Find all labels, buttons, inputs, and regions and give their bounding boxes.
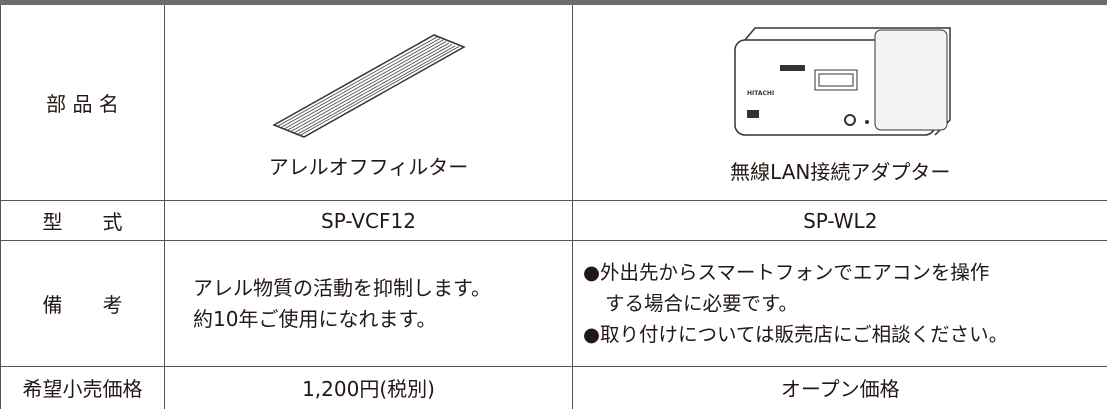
note-line: する場合に必要です。 <box>605 292 799 315</box>
note-line: ●外出先からスマートフォンでエアコンを操作 <box>583 261 990 284</box>
notes: アレル物質の活動を抑制します。 約10年ご使用になれます。 <box>164 240 573 367</box>
model: SP-VCF12 <box>164 200 573 241</box>
note-line: 約10年ご使用になれます。 <box>193 306 437 331</box>
row-header: 型 式 <box>0 200 165 241</box>
cell: HITACHI 無線LAN接続アダプター <box>572 2 1107 201</box>
price: オープン価格 <box>572 366 1107 409</box>
note-line: アレル物質の活動を抑制します。 <box>193 275 491 300</box>
adapter-image: HITACHI <box>734 27 951 136</box>
row-header: 希望小売価格 <box>0 366 165 409</box>
notes: ●外出先からスマートフォンでエアコンを操作 する場合に必要です。 ●取り付けにつ… <box>572 240 1107 367</box>
row-header: 部 品 名 <box>0 2 165 201</box>
cell: アレルオフフィルター <box>164 2 573 201</box>
model: SP-WL2 <box>572 200 1107 241</box>
row-header: 備 考 <box>0 240 165 367</box>
svg-text:HITACHI: HITACHI <box>747 90 774 97</box>
row-model: 型 式 SP-VCF12 SP-WL2 <box>0 200 1107 241</box>
row-price: 希望小売価格 1,200円(税別) オープン価格 <box>0 366 1107 409</box>
part-name: アレルオフフィルター <box>268 155 469 179</box>
part-name: 無線LAN接続アダプター <box>730 160 951 184</box>
note-line: ●取り付けについては販売店にご相談ください。 <box>583 323 1009 346</box>
filter-image <box>271 34 466 138</box>
row-name: 部 品 名 アレルオフフィルター HITACHI 無線LAN接続アダプター <box>0 2 1107 201</box>
row-notes: 備 考 アレル物質の活動を抑制します。 約10年ご使用になれます。 ●外出先から… <box>0 240 1107 367</box>
price: 1,200円(税別) <box>164 366 573 409</box>
